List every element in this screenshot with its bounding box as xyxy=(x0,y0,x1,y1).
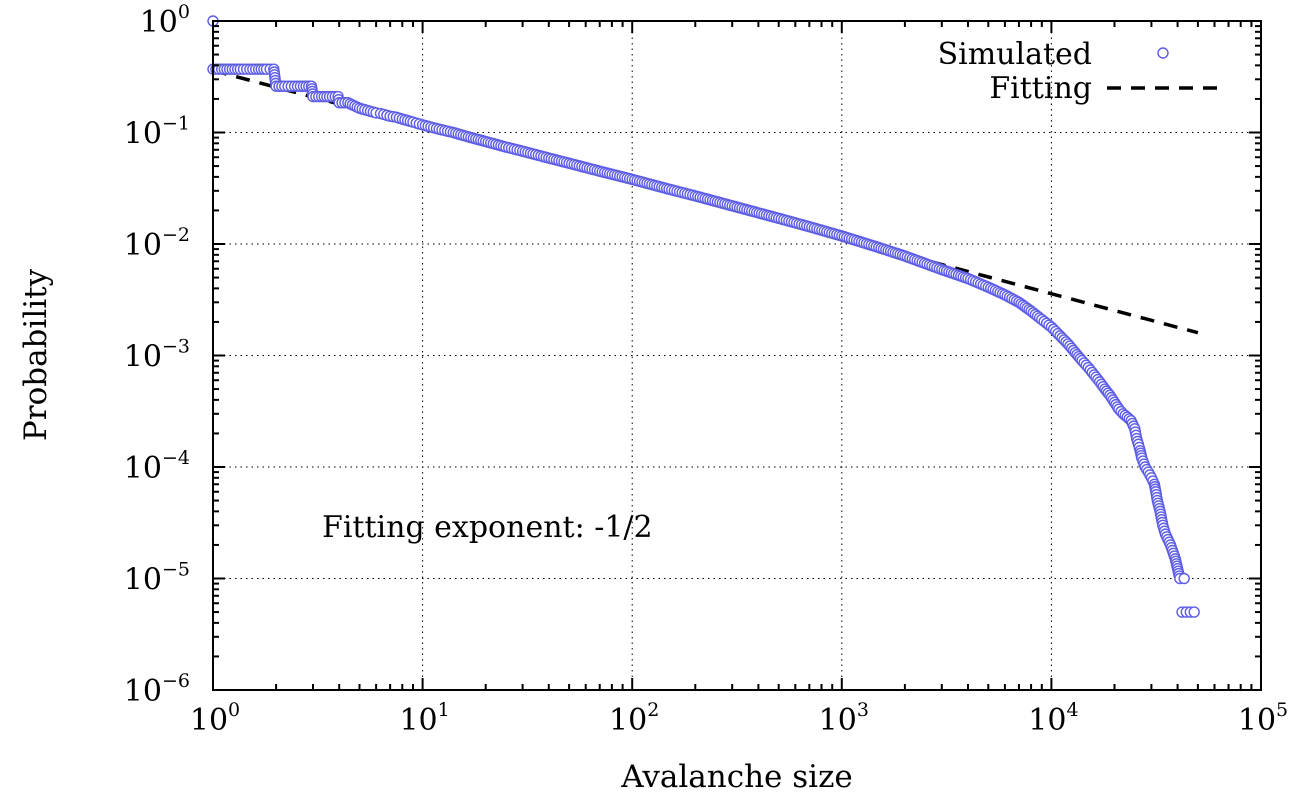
simulated-point xyxy=(1188,606,1200,618)
x-tick-label: 102 xyxy=(609,699,659,738)
legend-label-simulated: Simulated xyxy=(938,37,1092,72)
legend-label-fitting: Fitting xyxy=(989,71,1092,106)
x-tick-label: 101 xyxy=(399,699,449,738)
grid xyxy=(213,21,1261,690)
y-tick-label: 10−3 xyxy=(124,336,190,375)
y-tick-label: 10−6 xyxy=(124,670,190,709)
x-tick-labels: 100 101 102 103 104 105 xyxy=(190,699,1288,738)
legend-marker-simulated xyxy=(1157,47,1169,59)
tick-marks xyxy=(212,20,1262,691)
legend: Simulated Fitting xyxy=(938,37,1222,106)
y-tick-labels: 100 10−1 10−2 10−3 10−4 10−5 10−6 xyxy=(124,1,190,709)
simulated-point xyxy=(1178,572,1190,585)
x-tick-label: 105 xyxy=(1238,699,1288,738)
y-tick-label: 10−5 xyxy=(124,559,190,598)
x-tick-label: 100 xyxy=(190,699,240,738)
y-axis-title: Probability xyxy=(18,268,54,441)
simulated-points-layer xyxy=(207,15,1200,618)
fitting-exponent-annotation: Fitting exponent: -1/2 xyxy=(322,510,653,545)
y-tick-label: 10−4 xyxy=(124,447,190,486)
x-axis-title: Avalanche size xyxy=(620,759,853,795)
y-tick-label: 100 xyxy=(140,1,190,40)
y-tick-label: 10−2 xyxy=(124,224,190,263)
x-tick-label: 103 xyxy=(819,699,869,738)
y-tick-label: 10−1 xyxy=(124,113,190,152)
x-tick-label: 104 xyxy=(1028,699,1078,738)
